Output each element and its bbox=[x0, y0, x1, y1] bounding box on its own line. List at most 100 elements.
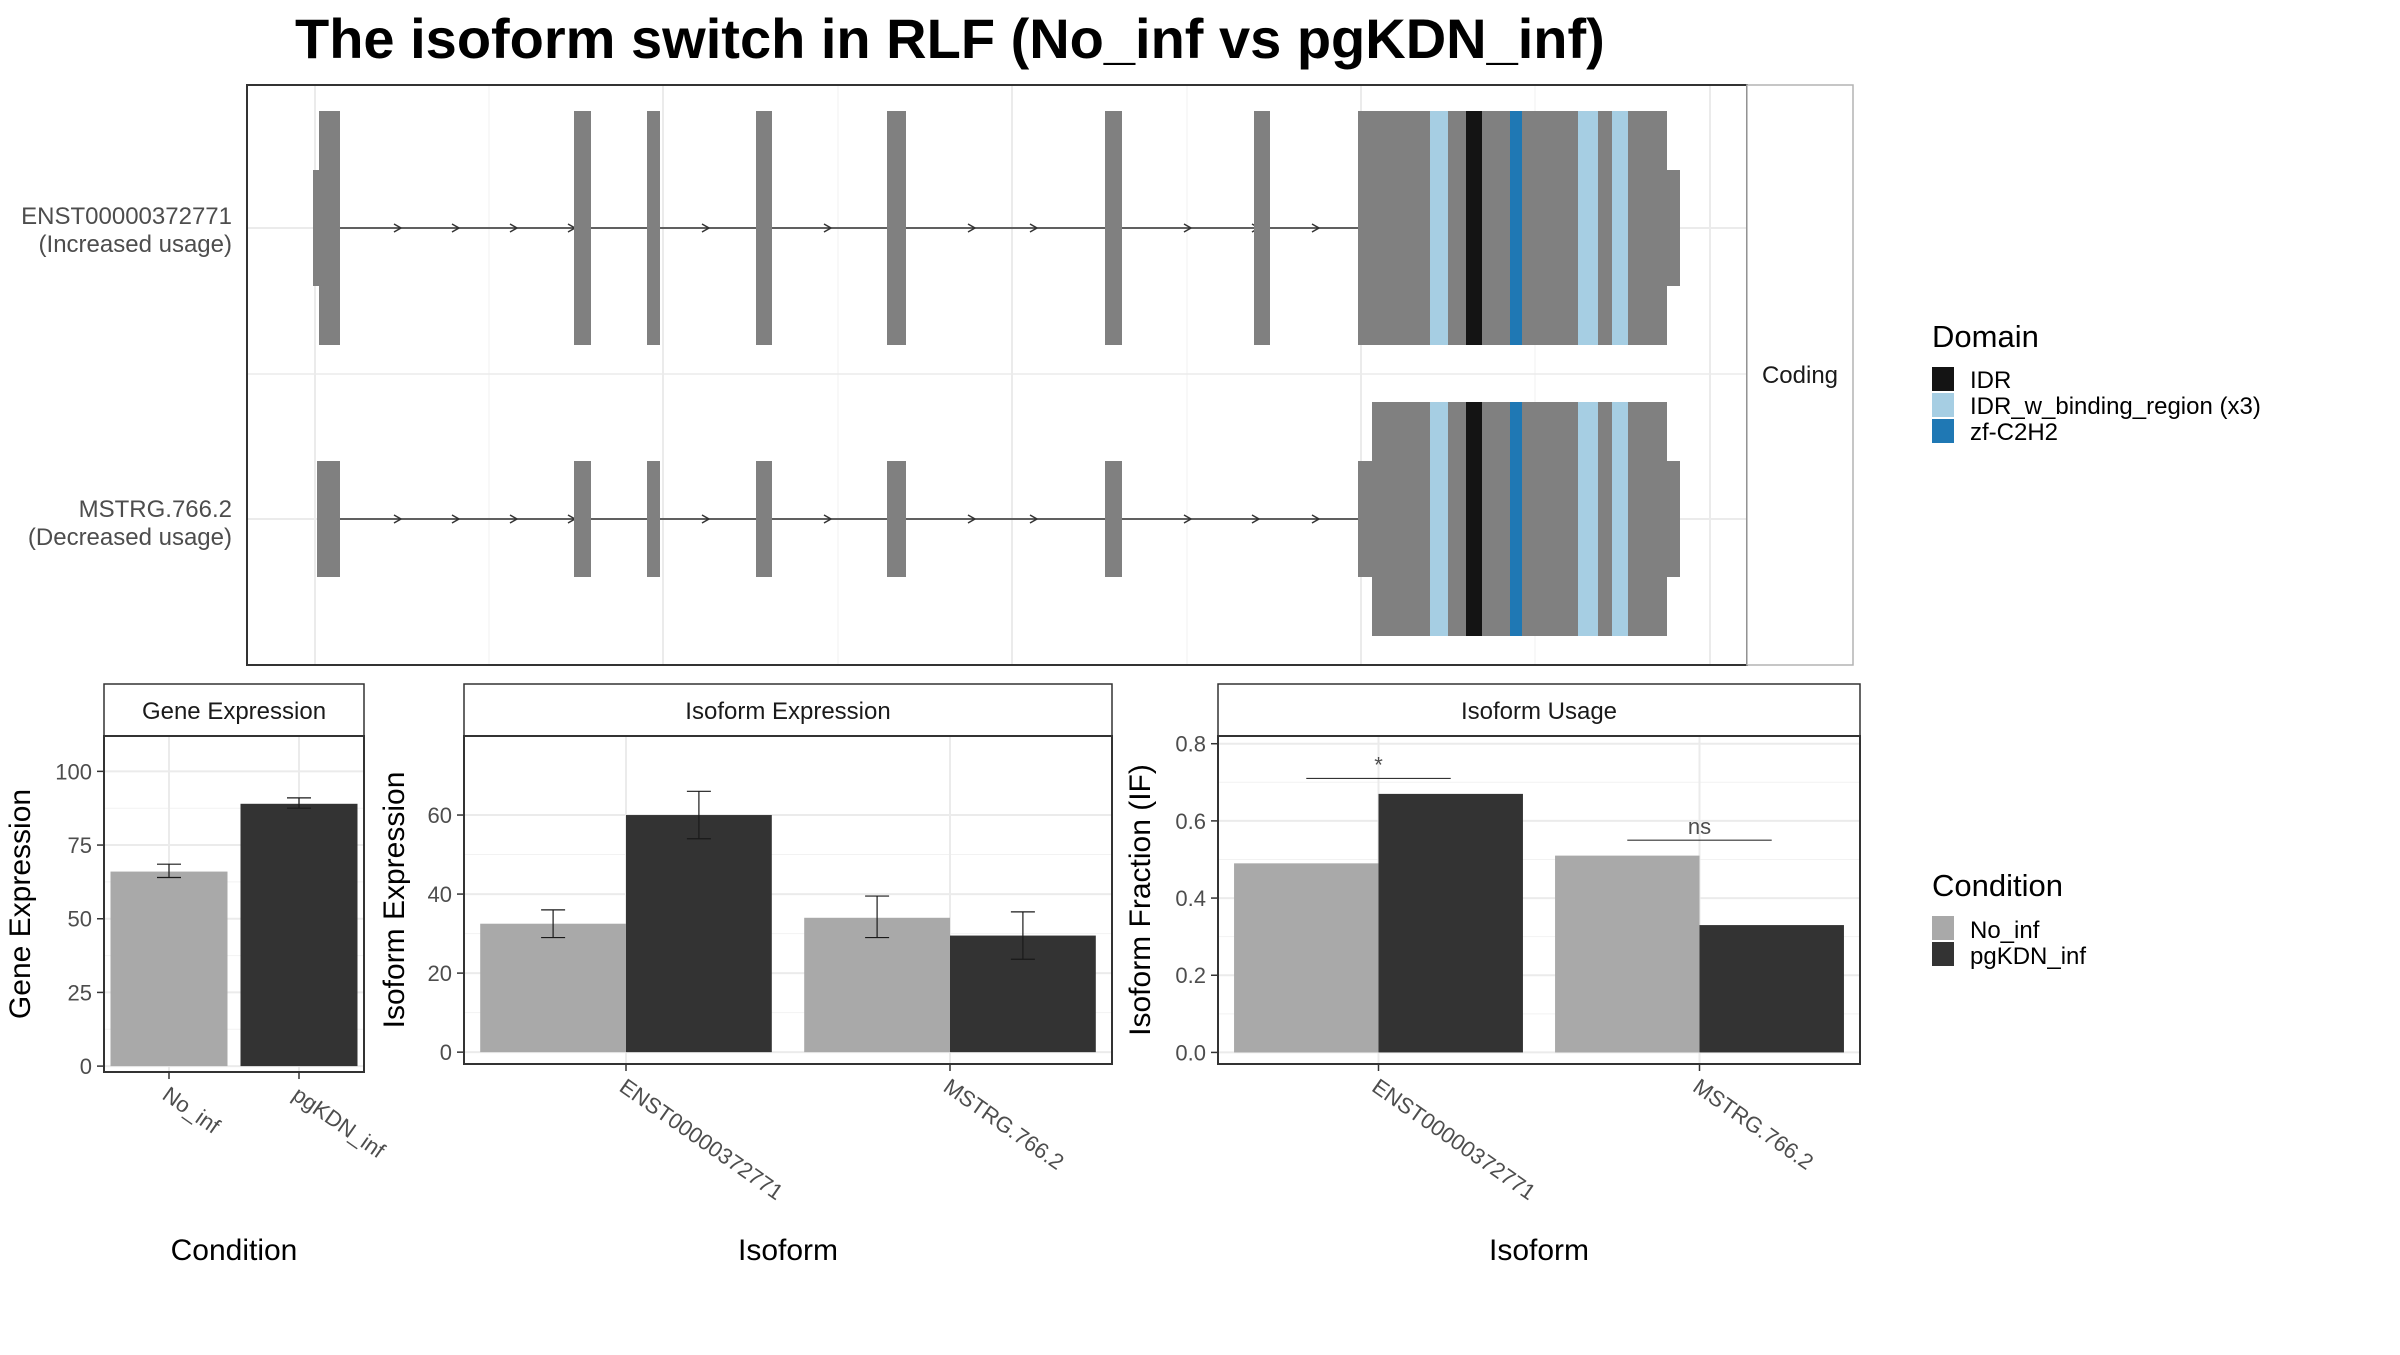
intron-arrow bbox=[967, 223, 977, 233]
intron-arrow bbox=[1311, 223, 1321, 233]
legend-swatch-idr-binding bbox=[1932, 393, 1954, 417]
intron-arrow bbox=[1029, 223, 1039, 233]
x-axis-title: Isoform bbox=[738, 1234, 838, 1267]
x-tick-label: No_inf bbox=[158, 1082, 225, 1139]
exon bbox=[574, 461, 591, 577]
transcript-label-usage: (Increased usage) bbox=[39, 231, 232, 258]
intron-arrow bbox=[509, 223, 519, 233]
exon bbox=[319, 111, 340, 345]
condition-legend: Condition No_inf pgKDN_inf bbox=[1932, 868, 2086, 970]
panel-strip bbox=[103, 683, 365, 737]
exon-utr bbox=[1667, 461, 1680, 577]
idr-binding-region bbox=[1430, 111, 1448, 345]
panel-border bbox=[1217, 735, 1861, 1065]
panel-strip-label: Isoform Usage bbox=[1461, 698, 1617, 725]
idr-domain bbox=[1466, 402, 1482, 636]
domain-legend-title: Domain bbox=[1932, 319, 2039, 354]
isoform-usage-panel: Isoform Usage * ns 0.0 0.2 0.4 0.6 0.8 ENST0000… bbox=[1124, 683, 1861, 1267]
intron-arrow bbox=[701, 223, 711, 233]
isoform-expression-panel: Isoform Expression 0 20 40 60 ENST0000037277… bbox=[378, 683, 1113, 1267]
idr-binding-region bbox=[1578, 402, 1598, 636]
significance-label: * bbox=[1374, 752, 1383, 777]
idr-binding-region bbox=[1612, 111, 1628, 345]
intron-arrow bbox=[509, 514, 519, 524]
exon-utr bbox=[313, 170, 320, 286]
intron-arrow bbox=[1311, 514, 1321, 524]
y-tick-label: 0.6 bbox=[1175, 809, 1206, 834]
panel-border bbox=[463, 735, 1113, 1065]
exon-utr bbox=[1372, 402, 1645, 636]
bar-pgkdn-inf bbox=[626, 815, 772, 1053]
zf-c2h2-domain bbox=[1510, 111, 1522, 345]
y-tick-label: 100 bbox=[55, 759, 92, 784]
legend-label-idr-binding: IDR_w_binding_region (x3) bbox=[1970, 393, 2261, 420]
legend-label-zf-c2h2: zf-C2H2 bbox=[1970, 419, 2058, 446]
panel-strip-label: Gene Expression bbox=[142, 698, 326, 725]
panel-border bbox=[103, 735, 365, 1073]
bar-pgkdn-inf bbox=[1699, 925, 1844, 1053]
x-axis-title: Condition bbox=[171, 1234, 298, 1267]
exon bbox=[574, 111, 591, 345]
exon bbox=[756, 461, 772, 577]
y-axis-title: Isoform Fraction (IF) bbox=[1124, 764, 1157, 1036]
intron-arrow bbox=[1029, 514, 1039, 524]
bar-no-inf bbox=[804, 917, 950, 1053]
x-tick-label: ENST00000372771 bbox=[615, 1074, 788, 1205]
condition-legend-title: Condition bbox=[1932, 868, 2063, 903]
exon-utr bbox=[1645, 402, 1667, 636]
y-tick-label: 0 bbox=[80, 1054, 92, 1079]
intron-arrow bbox=[1183, 514, 1193, 524]
legend-label-pgkdn-inf: pgKDN_inf bbox=[1970, 943, 2086, 970]
domain-legend: Domain IDR IDR_w_binding_region (x3) zf-… bbox=[1932, 319, 2261, 446]
exon bbox=[647, 111, 660, 345]
idr-binding-region bbox=[1578, 111, 1598, 345]
legend-swatch-idr bbox=[1932, 367, 1954, 391]
exon bbox=[1358, 111, 1645, 345]
intron-arrow bbox=[967, 514, 977, 524]
exon-utr bbox=[1667, 170, 1680, 286]
y-axis-title: Gene Expression bbox=[4, 789, 37, 1019]
legend-swatch-no-inf bbox=[1932, 916, 1954, 940]
y-tick-label: 0 bbox=[440, 1040, 452, 1065]
bar-no-inf bbox=[110, 871, 228, 1067]
exon bbox=[756, 111, 772, 345]
exon-utr bbox=[1358, 461, 1372, 577]
bar-pgkdn-inf bbox=[1378, 793, 1523, 1053]
exon bbox=[1105, 111, 1122, 345]
intron-arrow bbox=[823, 223, 833, 233]
y-tick-label: 40 bbox=[428, 882, 452, 907]
zf-c2h2-domain bbox=[1510, 402, 1522, 636]
x-tick-label: pgKDN_inf bbox=[288, 1082, 390, 1164]
bar-no-inf bbox=[1234, 863, 1379, 1053]
exon bbox=[647, 461, 660, 577]
intron-arrow bbox=[1251, 514, 1261, 524]
x-tick-label: MSTRG.766.2 bbox=[1689, 1074, 1819, 1175]
y-tick-label: 25 bbox=[68, 980, 92, 1005]
intron-arrow bbox=[701, 514, 711, 524]
transcript-label-id: MSTRG.766.2 bbox=[79, 496, 232, 523]
y-axis-title: Isoform Expression bbox=[378, 772, 411, 1029]
y-tick-label: 0.2 bbox=[1175, 963, 1206, 988]
bar-pgkdn-inf bbox=[240, 803, 358, 1067]
intron-arrow bbox=[1183, 223, 1193, 233]
intron-arrow bbox=[451, 514, 461, 524]
y-tick-label: 0.4 bbox=[1175, 886, 1206, 911]
panel-strip-label: Isoform Expression bbox=[685, 698, 890, 725]
legend-swatch-zf-c2h2 bbox=[1932, 419, 1954, 443]
transcript-label-usage: (Decreased usage) bbox=[28, 524, 232, 551]
y-tick-label: 50 bbox=[68, 907, 92, 932]
exon bbox=[317, 461, 340, 577]
legend-label-no-inf: No_inf bbox=[1970, 917, 2040, 944]
y-tick-label: 75 bbox=[68, 833, 92, 858]
x-tick-label: MSTRG.766.2 bbox=[939, 1074, 1069, 1175]
intron-arrow bbox=[823, 514, 833, 524]
y-tick-label: 0.0 bbox=[1175, 1040, 1206, 1065]
idr-domain bbox=[1466, 111, 1482, 345]
y-tick-label: 0.8 bbox=[1175, 732, 1206, 757]
legend-swatch-pgkdn-inf bbox=[1932, 942, 1954, 966]
gene-expression-panel: Gene Expression 0 25 50 75 100 No_inf pgKDN_in… bbox=[4, 683, 390, 1267]
exon bbox=[887, 111, 906, 345]
x-tick-label: ENST00000372771 bbox=[1368, 1074, 1541, 1205]
transcript-label-id: ENST00000372771 bbox=[21, 203, 232, 230]
bar-no-inf bbox=[1555, 855, 1700, 1053]
